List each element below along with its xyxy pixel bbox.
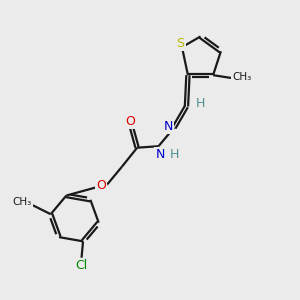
- Text: H: H: [170, 148, 180, 161]
- Text: Cl: Cl: [75, 259, 88, 272]
- Text: CH₃: CH₃: [13, 197, 32, 207]
- Text: N: N: [164, 120, 173, 133]
- Text: N: N: [155, 148, 165, 161]
- Text: O: O: [96, 179, 106, 192]
- Text: O: O: [125, 115, 135, 128]
- Text: CH₃: CH₃: [232, 72, 252, 82]
- Text: H: H: [196, 97, 206, 110]
- Text: S: S: [176, 37, 184, 50]
